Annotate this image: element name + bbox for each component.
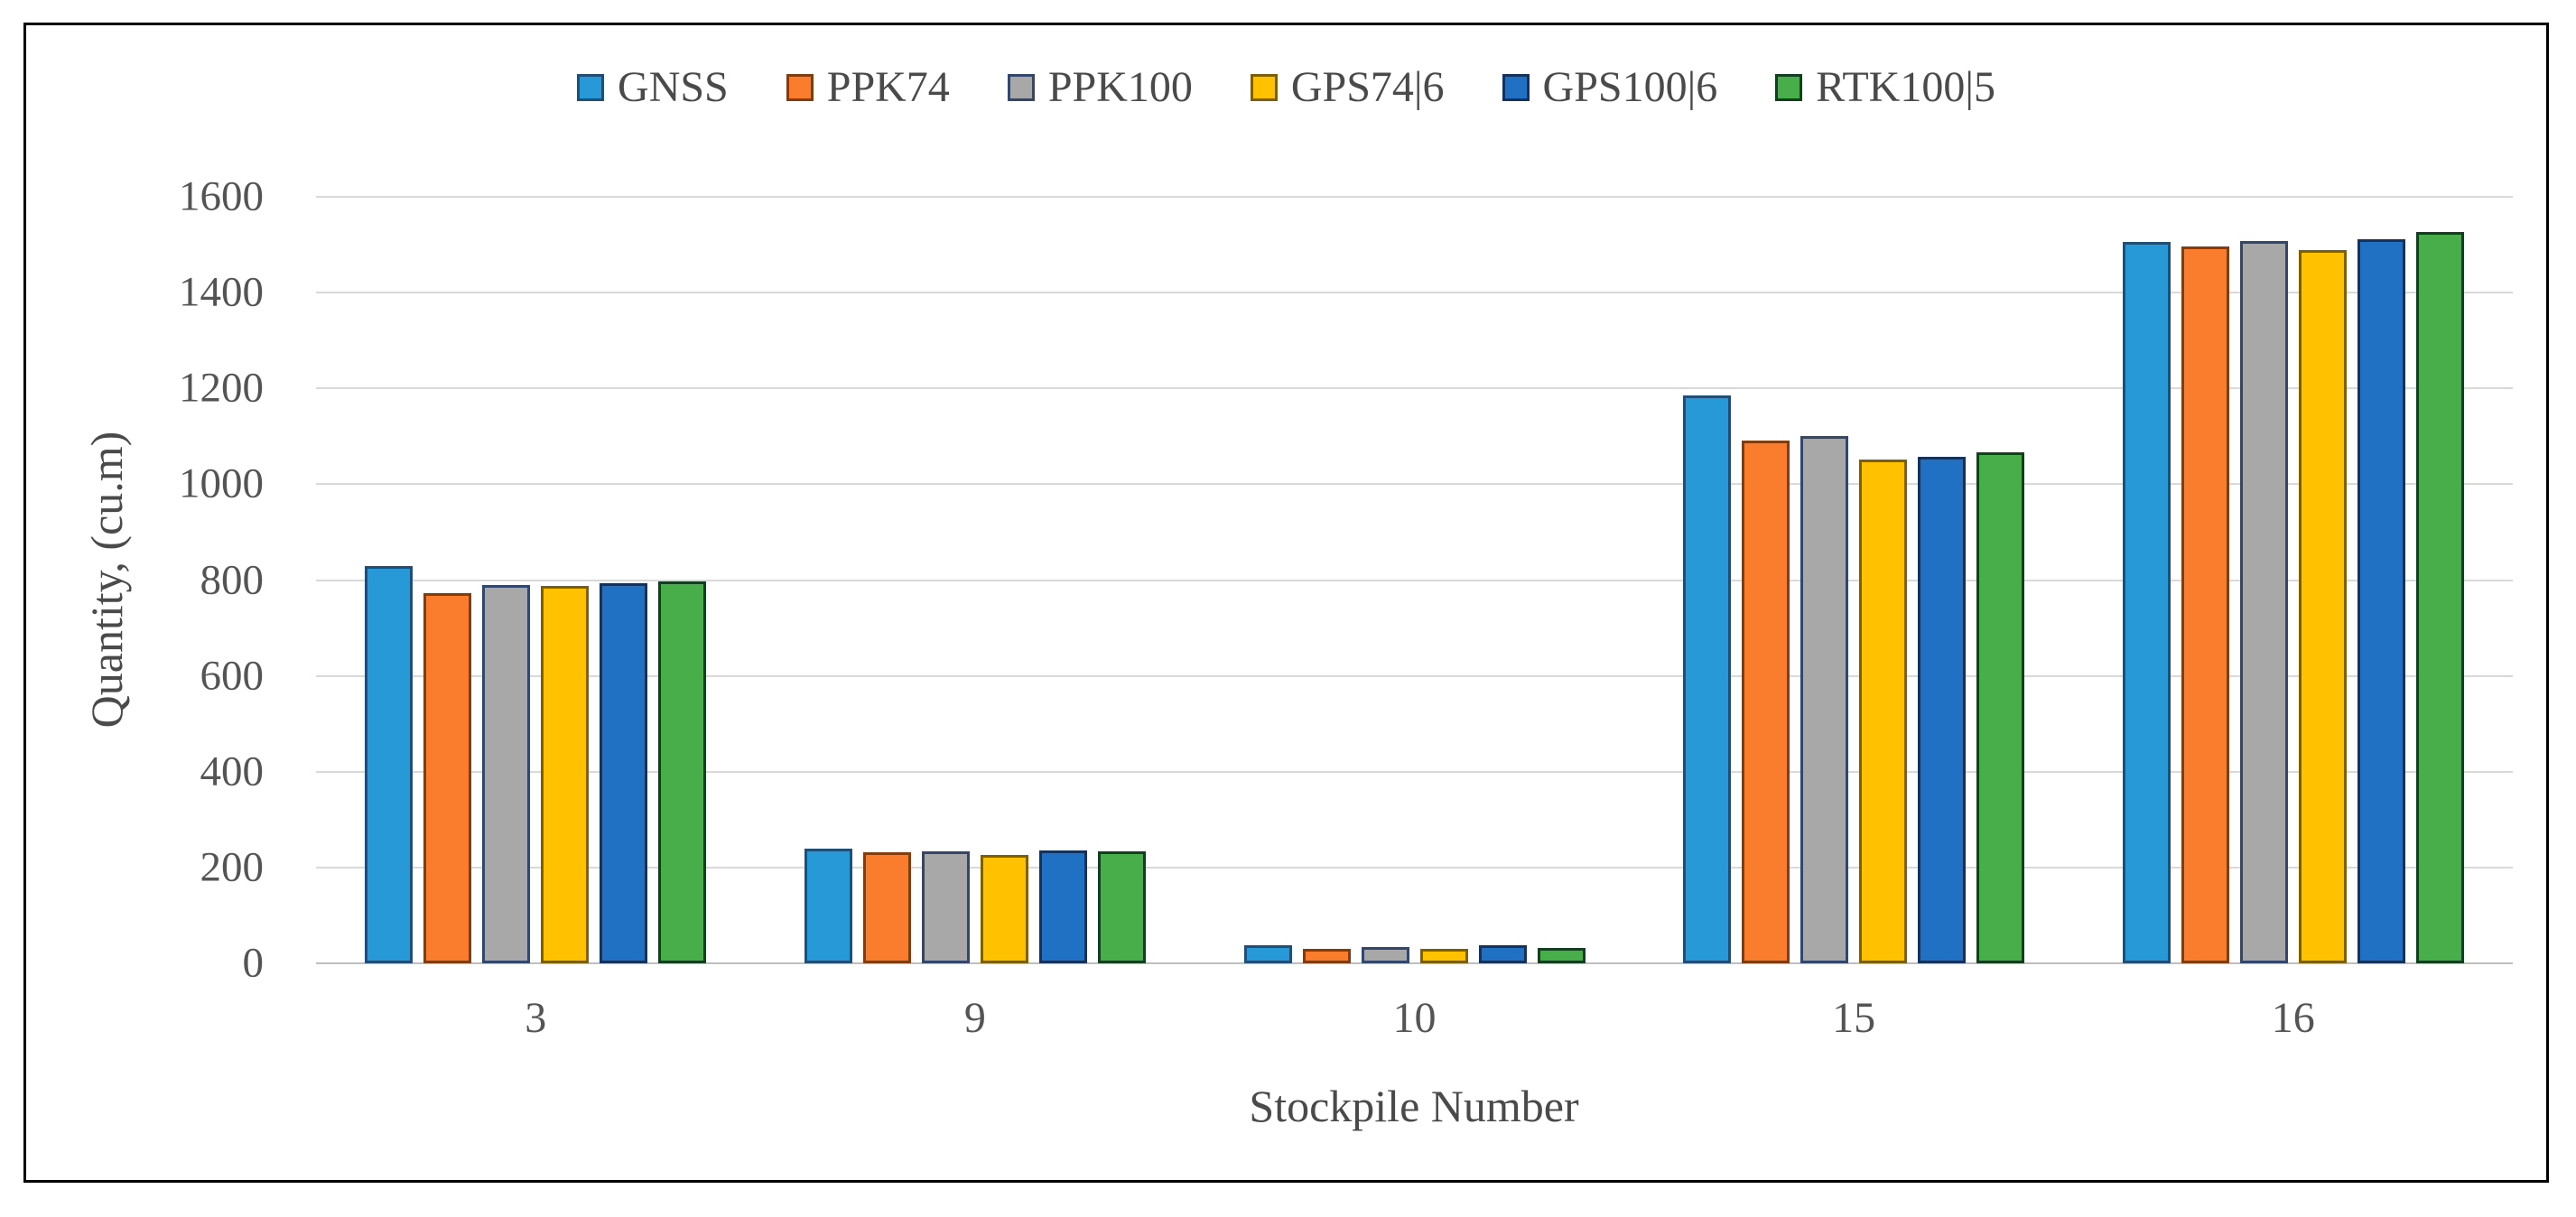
x-tick-label-15: 15 — [1832, 994, 1876, 1042]
y-tick-label-1200: 1200 — [179, 364, 264, 412]
gridline-1000 — [316, 483, 2513, 486]
gridline-400 — [316, 770, 2513, 773]
bar-PPK74-stockpile-15 — [1742, 441, 1790, 963]
y-tick-label-1000: 1000 — [179, 460, 264, 507]
y-tick-label-400: 400 — [200, 748, 265, 795]
legend-item-PPK74: PPK74 — [786, 66, 950, 109]
legend-label: PPK74 — [826, 63, 950, 111]
bar-RTK100|5-stockpile-10 — [1537, 948, 1586, 963]
chart-legend: GNSS PPK74 PPK100 GPS74|6 GPS100|6 RTK100|5 — [23, 56, 2549, 119]
x-axis-title: Stockpile Number — [1249, 1081, 1579, 1131]
bar-PPK74-stockpile-9 — [862, 852, 911, 963]
legend-swatch-icon — [577, 74, 605, 101]
legend-label: PPK100 — [1047, 63, 1193, 111]
legend-label: GPS74|6 — [1290, 63, 1445, 111]
legend-swatch-icon — [1775, 74, 1803, 101]
bar-GPS100|6-stockpile-15 — [1918, 457, 1967, 963]
gridline-1600 — [316, 196, 2513, 198]
bar-GPS100|6-stockpile-9 — [1038, 850, 1087, 963]
bar-GPS74|6-stockpile-10 — [1419, 949, 1468, 963]
gridline-200 — [316, 866, 2513, 869]
bar-PPK74-stockpile-16 — [2181, 246, 2229, 963]
gridline-600 — [316, 674, 2513, 677]
legend-label: GPS100|6 — [1542, 63, 1718, 111]
legend-swatch-icon — [1007, 74, 1035, 101]
gridline-800 — [316, 579, 2513, 581]
bar-PPK100-stockpile-9 — [921, 851, 970, 963]
x-tick-label-9: 9 — [963, 994, 986, 1042]
legend-item-GPS100|6: GPS100|6 — [1502, 63, 1718, 111]
y-tick-label-1600: 1600 — [179, 172, 264, 220]
legend-swatch-icon — [1250, 74, 1278, 101]
legend-item-PPK100: PPK100 — [1007, 63, 1193, 111]
legend-item-GNSS: GNSS — [577, 66, 729, 109]
bar-GPS74|6-stockpile-9 — [980, 855, 1028, 963]
bar-GNSS-stockpile-10 — [1243, 945, 1292, 963]
bar-GPS74|6-stockpile-3 — [541, 586, 590, 963]
bar-PPK74-stockpile-3 — [423, 593, 472, 963]
bar-PPK100-stockpile-3 — [482, 585, 531, 963]
bar-RTK100|5-stockpile-16 — [2415, 232, 2464, 963]
x-tick-label-10: 10 — [1392, 994, 1437, 1042]
bar-GPS100|6-stockpile-16 — [2357, 239, 2405, 963]
bar-RTK100|5-stockpile-15 — [1976, 452, 2025, 963]
legend-label: GNSS — [618, 63, 729, 111]
legend-swatch-icon — [786, 74, 814, 101]
bar-GPS100|6-stockpile-10 — [1478, 945, 1527, 963]
bar-PPK100-stockpile-16 — [2239, 241, 2288, 963]
bar-RTK100|5-stockpile-9 — [1097, 851, 1146, 963]
bar-PPK100-stockpile-15 — [1800, 436, 1849, 963]
legend-item-GPS74|6: GPS74|6 — [1250, 63, 1445, 111]
y-tick-label-600: 600 — [200, 652, 265, 700]
bar-PPK74-stockpile-10 — [1302, 949, 1351, 963]
bar-PPK100-stockpile-10 — [1361, 947, 1409, 963]
gridline-0 — [316, 962, 2513, 964]
plot-area — [316, 196, 2513, 964]
x-tick-label-3: 3 — [525, 994, 547, 1042]
legend-item-RTK100|5: RTK100|5 — [1775, 66, 1995, 109]
bar-GPS74|6-stockpile-16 — [2298, 250, 2347, 963]
bar-GNSS-stockpile-9 — [804, 849, 852, 963]
bar-GNSS-stockpile-15 — [1683, 395, 1732, 963]
bar-GNSS-stockpile-16 — [2122, 242, 2171, 963]
bar-GPS100|6-stockpile-3 — [600, 583, 648, 963]
bar-GPS74|6-stockpile-15 — [1859, 460, 1908, 963]
legend-label: RTK100|5 — [1816, 63, 1995, 111]
y-tick-label-200: 200 — [200, 843, 265, 891]
y-tick-label-800: 800 — [200, 556, 265, 603]
bar-RTK100|5-stockpile-3 — [658, 581, 707, 963]
y-tick-label-1400: 1400 — [179, 268, 264, 316]
gridline-1200 — [316, 387, 2513, 390]
gridline-1400 — [316, 292, 2513, 294]
bar-GNSS-stockpile-3 — [365, 566, 414, 963]
legend-swatch-icon — [1502, 74, 1530, 101]
x-tick-label-16: 16 — [2271, 994, 2315, 1042]
y-tick-label-0: 0 — [242, 939, 265, 987]
